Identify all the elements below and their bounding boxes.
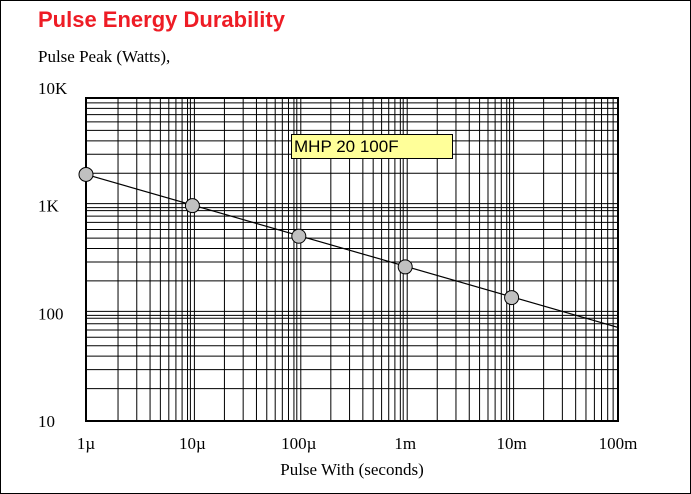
x-tick-label: 1µ [77,434,96,453]
grid-minor [86,98,618,421]
series-lines [85,173,619,328]
legend-series-label: MHP 20 100F [291,134,453,159]
x-tick-label: 10m [496,434,526,453]
data-point [291,228,307,244]
data-point [78,166,94,182]
series-line [85,173,619,328]
data-point [397,259,413,275]
data-point [504,290,520,306]
x-tick-label: 100m [599,434,638,453]
chart-title: Pulse Energy Durability [38,7,285,32]
y-axis-label: Pulse Peak (Watts), [38,47,171,66]
plot-area-border [85,97,619,422]
x-tick-labels: 1µ 10µ 100µ 1m 10m 100m [77,434,638,453]
x-tick-label: 10µ [179,434,206,453]
y-tick-label: 10 [38,412,55,431]
data-point [184,198,200,214]
y-tick-labels: 10 100 1K 10K [38,79,68,431]
y-tick-label: 100 [38,304,64,323]
y-tick-label: 1K [38,197,60,216]
x-tick-label: 100µ [281,434,317,453]
x-tick-label: 1m [394,434,416,453]
grid-major [86,98,618,421]
y-tick-label: 10K [38,79,68,98]
x-axis-label: Pulse With (seconds) [280,460,424,479]
series-points [78,166,520,306]
